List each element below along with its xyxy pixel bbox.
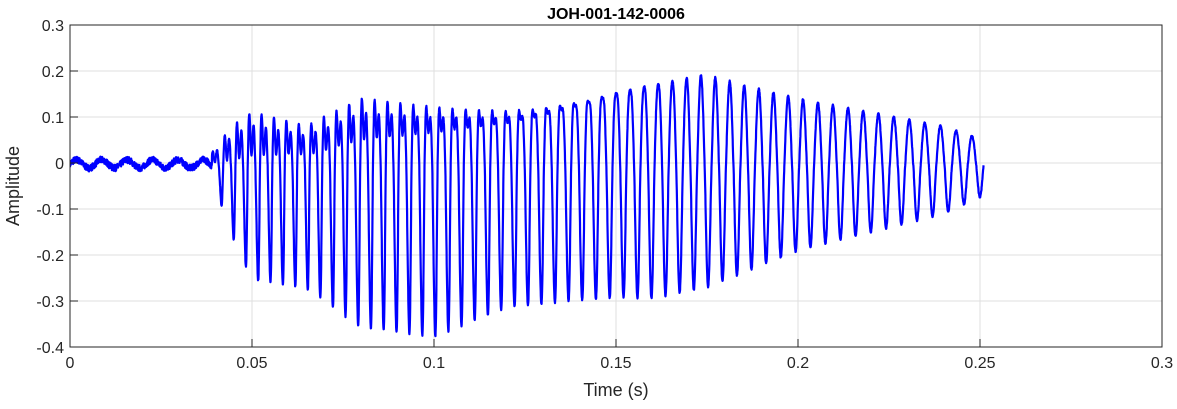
- x-tick-label: 0.05: [236, 355, 267, 372]
- y-tick-label: -0.1: [36, 202, 64, 219]
- x-tick-label: 0.2: [787, 355, 809, 372]
- chart-title: JOH-001-142-0006: [547, 6, 685, 23]
- y-axis-label: Amplitude: [3, 146, 23, 226]
- x-tick-label: 0.25: [964, 355, 995, 372]
- y-tick-label: 0.1: [42, 110, 64, 127]
- y-tick-label: -0.2: [36, 248, 64, 265]
- x-tick-label: 0: [66, 355, 75, 372]
- x-tick-label: 0.15: [600, 355, 631, 372]
- x-axis-label: Time (s): [583, 380, 648, 400]
- x-tick-label: 0.3: [1151, 355, 1173, 372]
- y-tick-label: 0.2: [42, 64, 64, 81]
- ticks: 0 0.05 0.1 0.15 0.2 0.25 0.3 0.3 0.2 0.1 0 -0.1 -0.2…: [36, 18, 1173, 372]
- y-tick-label: -0.4: [36, 340, 64, 357]
- y-tick-label: -0.3: [36, 294, 64, 311]
- x-tick-label: 0.1: [423, 355, 445, 372]
- y-tick-label: 0: [55, 156, 64, 173]
- grid: [69, 24, 1163, 348]
- y-tick-label: 0.3: [42, 18, 64, 35]
- waveform-line: [70, 74, 985, 338]
